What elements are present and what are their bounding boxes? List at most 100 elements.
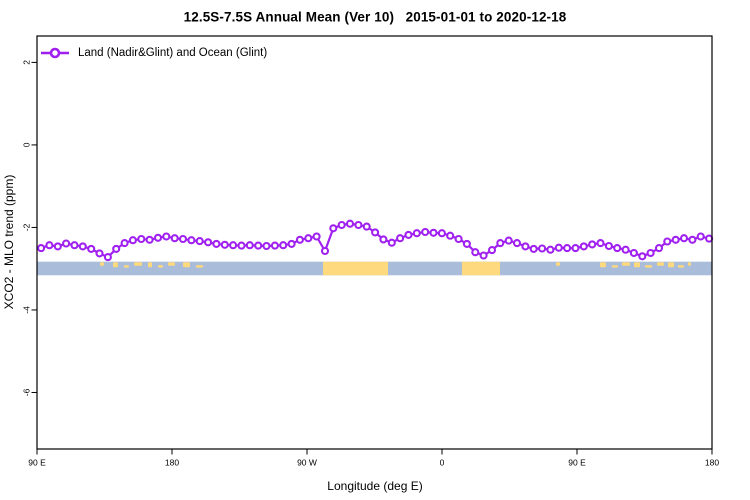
y-tick-label: -4 (22, 306, 32, 314)
data-point-marker (254, 241, 263, 250)
data-point-marker (195, 237, 204, 246)
x-tick-label: 180 (165, 458, 179, 468)
x-tick-label: 90 E (28, 458, 46, 468)
data-point-marker (312, 232, 321, 241)
island-speck (158, 265, 163, 268)
plot-title: 12.5S-7.5S Annual Mean (Ver 10) 2015-01-… (183, 9, 567, 25)
data-point-marker (396, 234, 405, 243)
data-point-marker (345, 219, 355, 228)
data-point-marker (604, 241, 613, 251)
y-tick-label: -6 (22, 388, 32, 396)
x-tick-label: 90 E (568, 458, 586, 468)
data-point-marker (178, 234, 188, 244)
data-point-marker (613, 244, 622, 253)
data-point-marker (279, 241, 288, 250)
island-speck (634, 262, 640, 268)
data-point-marker (137, 234, 146, 244)
data-point-marker (462, 239, 471, 248)
legend-line-marker-icon (41, 47, 69, 59)
data-point-marker (187, 236, 196, 245)
island-speck (113, 262, 118, 268)
legend: Land (Nadir&Glint) and Ocean (Glint) (40, 45, 267, 61)
y-tick-label: 2 (22, 60, 32, 65)
data-point-marker (103, 253, 112, 262)
data-point-marker (229, 241, 238, 250)
data-point-marker (563, 244, 572, 253)
land-segment (323, 261, 388, 276)
data-point-marker (663, 237, 672, 246)
island-speck (688, 262, 691, 266)
data-point-marker (404, 230, 413, 239)
data-point-marker (45, 241, 54, 250)
data-point-marker (70, 241, 79, 250)
island-speck (677, 265, 684, 268)
island-speck (134, 262, 142, 266)
x-axis-title: Longitude (deg E) (327, 479, 423, 493)
data-point-marker (337, 220, 346, 230)
data-point-marker (437, 229, 446, 238)
data-point-marker (237, 241, 246, 250)
data-point-marker (62, 239, 71, 248)
data-point-marker (529, 244, 538, 253)
data-point-marker (521, 242, 530, 251)
data-point-marker (162, 232, 171, 241)
data-point-marker (471, 248, 480, 257)
data-point-marker (87, 244, 96, 253)
data-point-marker (95, 249, 104, 258)
data-point-marker (679, 234, 689, 243)
island-speck (182, 262, 190, 268)
data-point-marker (304, 234, 313, 243)
data-point-marker (37, 244, 46, 253)
island-speck (656, 262, 664, 266)
data-point-marker (128, 236, 137, 245)
island-speck (167, 262, 175, 266)
island-speck (124, 265, 129, 268)
data-point-marker (596, 239, 605, 248)
data-point-marker (112, 244, 121, 253)
data-point-marker (362, 222, 371, 231)
data-point-marker (621, 245, 630, 254)
data-point-marker (320, 246, 330, 256)
y-tick-label: -2 (22, 223, 32, 231)
data-point-marker (454, 234, 463, 244)
data-point-marker (638, 252, 647, 261)
plot-frame (36, 35, 713, 450)
x-tick-label: 0 (440, 458, 445, 468)
data-point-marker (387, 238, 396, 247)
data-point-marker (270, 241, 279, 250)
data-point-marker (671, 235, 680, 244)
data-point-marker (479, 251, 488, 260)
y-tick-label: 0 (22, 142, 32, 147)
data-point-marker (204, 238, 213, 247)
data-point-marker (629, 248, 638, 258)
legend-label: Land (Nadir&Glint) and Ocean (Glint) (78, 47, 268, 59)
data-point-marker (145, 235, 154, 244)
data-point-marker (354, 220, 363, 230)
island-speck (622, 262, 630, 266)
island-speck (100, 262, 105, 266)
island-speck (668, 262, 675, 268)
island-speck (611, 265, 618, 268)
data-point-marker (412, 229, 421, 238)
data-point-marker (446, 231, 455, 240)
island-speck (196, 265, 204, 268)
data-point-marker (421, 227, 430, 237)
data-point-marker (546, 245, 555, 254)
data-point-marker (571, 244, 580, 253)
data-point-marker (379, 235, 388, 244)
data-point-marker (705, 234, 714, 243)
data-point-marker (170, 234, 179, 243)
data-point-marker (212, 239, 221, 248)
data-point-marker (588, 240, 597, 249)
data-point-marker (496, 239, 505, 248)
data-point-marker (220, 240, 229, 249)
data-point-marker (429, 228, 438, 237)
data-point-marker (504, 236, 513, 245)
data-point-marker (371, 228, 380, 237)
data-point-marker (688, 235, 697, 244)
island-speck (556, 262, 561, 266)
data-point-marker (245, 241, 254, 250)
island-speck (148, 262, 153, 268)
land-segment (461, 261, 501, 276)
